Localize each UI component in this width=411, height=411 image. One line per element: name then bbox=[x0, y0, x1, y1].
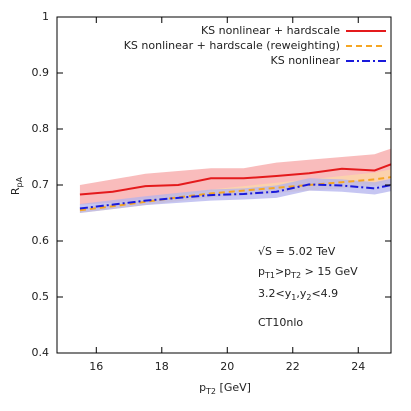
y-tick-label: 0.9 bbox=[32, 66, 50, 79]
legend-label: KS nonlinear bbox=[271, 54, 341, 67]
y-tick-label: 0.6 bbox=[32, 234, 50, 247]
x-axis-label: pT2 [GeV] bbox=[199, 381, 251, 396]
series-line bbox=[79, 176, 392, 212]
legend-label: KS nonlinear + hardscale (reweighting) bbox=[124, 39, 340, 52]
annotation: 3.2<y1,y2<4.9 bbox=[258, 287, 338, 302]
y-tick-label: 0.8 bbox=[32, 122, 50, 135]
x-tick-label: 24 bbox=[351, 360, 365, 373]
x-tick-label: 20 bbox=[220, 360, 234, 373]
annotation: CT10nlo bbox=[258, 316, 303, 329]
y-tick-label: 0.5 bbox=[32, 290, 50, 303]
y-tick-label: 1 bbox=[42, 10, 49, 23]
legend-label: KS nonlinear + hardscale bbox=[201, 24, 340, 37]
series-line bbox=[79, 183, 392, 210]
series-line bbox=[79, 163, 392, 196]
x-tick-label: 18 bbox=[155, 360, 169, 373]
x-tick-label: 16 bbox=[89, 360, 103, 373]
uncertainty-band bbox=[79, 178, 391, 213]
uncertainty-band bbox=[79, 148, 391, 205]
annotation: pT1>pT2 > 15 GeV bbox=[258, 265, 358, 280]
y-tick-label: 0.7 bbox=[32, 178, 50, 191]
lines bbox=[79, 163, 392, 212]
bands bbox=[79, 148, 391, 213]
y-tick-label: 0.4 bbox=[32, 346, 50, 359]
x-tick-label: 22 bbox=[286, 360, 300, 373]
annotation: √S = 5.02 TeV bbox=[258, 245, 336, 258]
y-axis-label: RpA bbox=[9, 176, 24, 195]
